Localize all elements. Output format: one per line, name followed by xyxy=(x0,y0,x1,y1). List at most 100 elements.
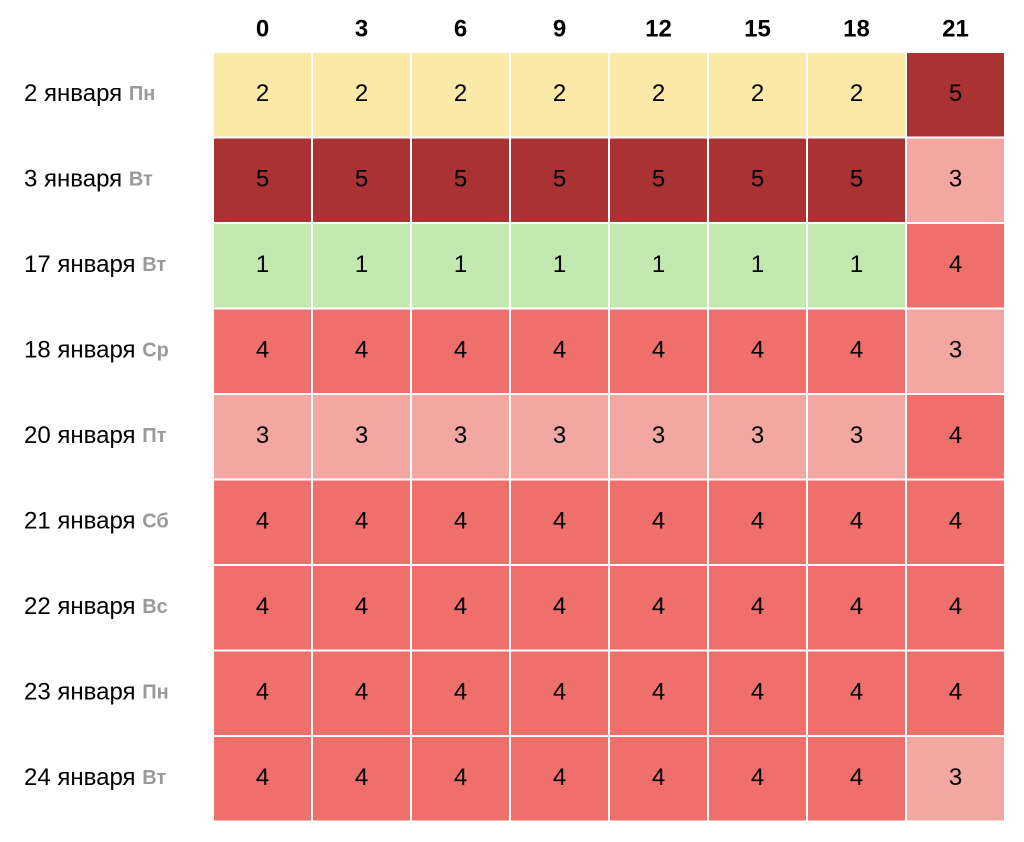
cell-value-label: 5 xyxy=(256,166,269,193)
cell-value-label: 4 xyxy=(454,337,467,364)
heatmap-cell xyxy=(410,222,511,310)
cell-value-label: 4 xyxy=(751,593,764,620)
heatmap-cell xyxy=(311,222,412,310)
heatmap-cell xyxy=(509,307,610,395)
row-weekday-label: Вт xyxy=(142,767,166,789)
cell-value-label: 2 xyxy=(553,80,566,107)
heatmap-cell xyxy=(311,136,412,224)
heatmap-cell xyxy=(806,564,907,652)
heatmap-cell xyxy=(608,564,709,652)
cell-value-label: 2 xyxy=(454,80,467,107)
cell-value-label: 3 xyxy=(553,422,566,449)
heatmap-cell xyxy=(608,649,709,737)
cell-value-label: 4 xyxy=(652,764,665,791)
cell-value-label: 4 xyxy=(256,593,269,620)
hour-label: 18 xyxy=(843,15,870,42)
cell-value-label: 1 xyxy=(454,251,467,278)
cell-value-label: 4 xyxy=(652,593,665,620)
row-weekday-label: Пн xyxy=(142,682,168,704)
hour-label: 9 xyxy=(553,15,566,42)
cell-value-label: 4 xyxy=(355,679,368,706)
cell-value-label: 4 xyxy=(949,422,962,449)
heatmap-cell xyxy=(905,222,1006,310)
hour-label: 6 xyxy=(454,15,467,42)
cell-value-label: 4 xyxy=(751,764,764,791)
cell-value-label: 5 xyxy=(949,80,962,107)
cell-value-label: 4 xyxy=(553,593,566,620)
cell-value-label: 4 xyxy=(553,508,566,535)
cell-value-label: 3 xyxy=(256,422,269,449)
row-weekday-label: Сб xyxy=(142,511,169,533)
cell-value-label: 4 xyxy=(949,251,962,278)
cell-value-label: 4 xyxy=(454,679,467,706)
cell-value-label: 4 xyxy=(949,679,962,706)
cell-value-label: 3 xyxy=(949,166,962,193)
heatmap-cell xyxy=(311,51,412,139)
cell-value-label: 4 xyxy=(850,764,863,791)
row-date-label: 3 января xyxy=(24,166,129,193)
cell-value-label: 2 xyxy=(355,80,368,107)
cell-value-label: 2 xyxy=(256,80,269,107)
row-date-label: 20 января xyxy=(24,422,142,449)
heatmap-cell xyxy=(509,222,610,310)
cell-value-label: 4 xyxy=(256,337,269,364)
heatmap-cell xyxy=(410,735,511,823)
cell-value-label: 3 xyxy=(454,422,467,449)
cell-value-label: 4 xyxy=(850,508,863,535)
cell-value-label: 1 xyxy=(652,251,665,278)
heatmap-cell xyxy=(212,222,313,310)
cell-value-label: 5 xyxy=(652,166,665,193)
row-date-label: 23 января xyxy=(24,679,142,706)
cell-value-label: 4 xyxy=(553,679,566,706)
heatmap-cell xyxy=(311,478,412,566)
cell-value-label: 3 xyxy=(355,422,368,449)
heatmap-cell xyxy=(212,564,313,652)
row-date-label: 24 января xyxy=(24,764,142,791)
row-label: 3 января Вт xyxy=(24,166,153,193)
cell-value-label: 4 xyxy=(949,508,962,535)
cell-value-label: 3 xyxy=(949,764,962,791)
heatmap-cell xyxy=(311,735,412,823)
heatmap-cell xyxy=(806,393,907,481)
heatmap-cell xyxy=(905,393,1006,481)
row-weekday-label: Пн xyxy=(129,83,155,105)
heatmap-cell xyxy=(905,649,1006,737)
heatmap-cell xyxy=(311,564,412,652)
row-weekday-label: Вт xyxy=(129,169,153,191)
hour-label: 0 xyxy=(256,15,269,42)
cell-value-label: 4 xyxy=(652,337,665,364)
row-label: 23 января Пн xyxy=(24,679,169,706)
heatmap-cell xyxy=(707,478,808,566)
cell-value-label: 4 xyxy=(949,593,962,620)
hour-label: 12 xyxy=(645,15,672,42)
row-weekday-label: Ср xyxy=(142,340,169,362)
cell-value-label: 3 xyxy=(652,422,665,449)
heatmap-cell xyxy=(608,735,709,823)
hour-label: 15 xyxy=(744,15,771,42)
heatmap-cell xyxy=(806,222,907,310)
hour-label: 21 xyxy=(942,15,969,42)
heatmap-cell xyxy=(905,136,1006,224)
heatmap-cell xyxy=(905,564,1006,652)
heatmap-cell xyxy=(707,51,808,139)
row-weekday-label: Вт xyxy=(142,254,166,276)
cell-value-label: 4 xyxy=(751,679,764,706)
cell-value-label: 1 xyxy=(553,251,566,278)
row-date-label: 2 января xyxy=(24,80,129,107)
cell-value-label: 4 xyxy=(256,764,269,791)
heatmap-cell xyxy=(608,222,709,310)
cell-value-label: 4 xyxy=(652,679,665,706)
heatmap-cell xyxy=(410,478,511,566)
heatmap-cell xyxy=(509,735,610,823)
cell-value-label: 4 xyxy=(355,593,368,620)
heatmap-cell xyxy=(707,564,808,652)
row-label: 21 января Сб xyxy=(24,508,169,535)
cell-value-label: 4 xyxy=(355,337,368,364)
row-date-label: 18 января xyxy=(24,337,142,364)
heatmap-cell xyxy=(212,51,313,139)
cell-value-label: 2 xyxy=(850,80,863,107)
cell-value-label: 1 xyxy=(256,251,269,278)
heatmap-cell xyxy=(608,478,709,566)
heatmap-cell xyxy=(608,307,709,395)
